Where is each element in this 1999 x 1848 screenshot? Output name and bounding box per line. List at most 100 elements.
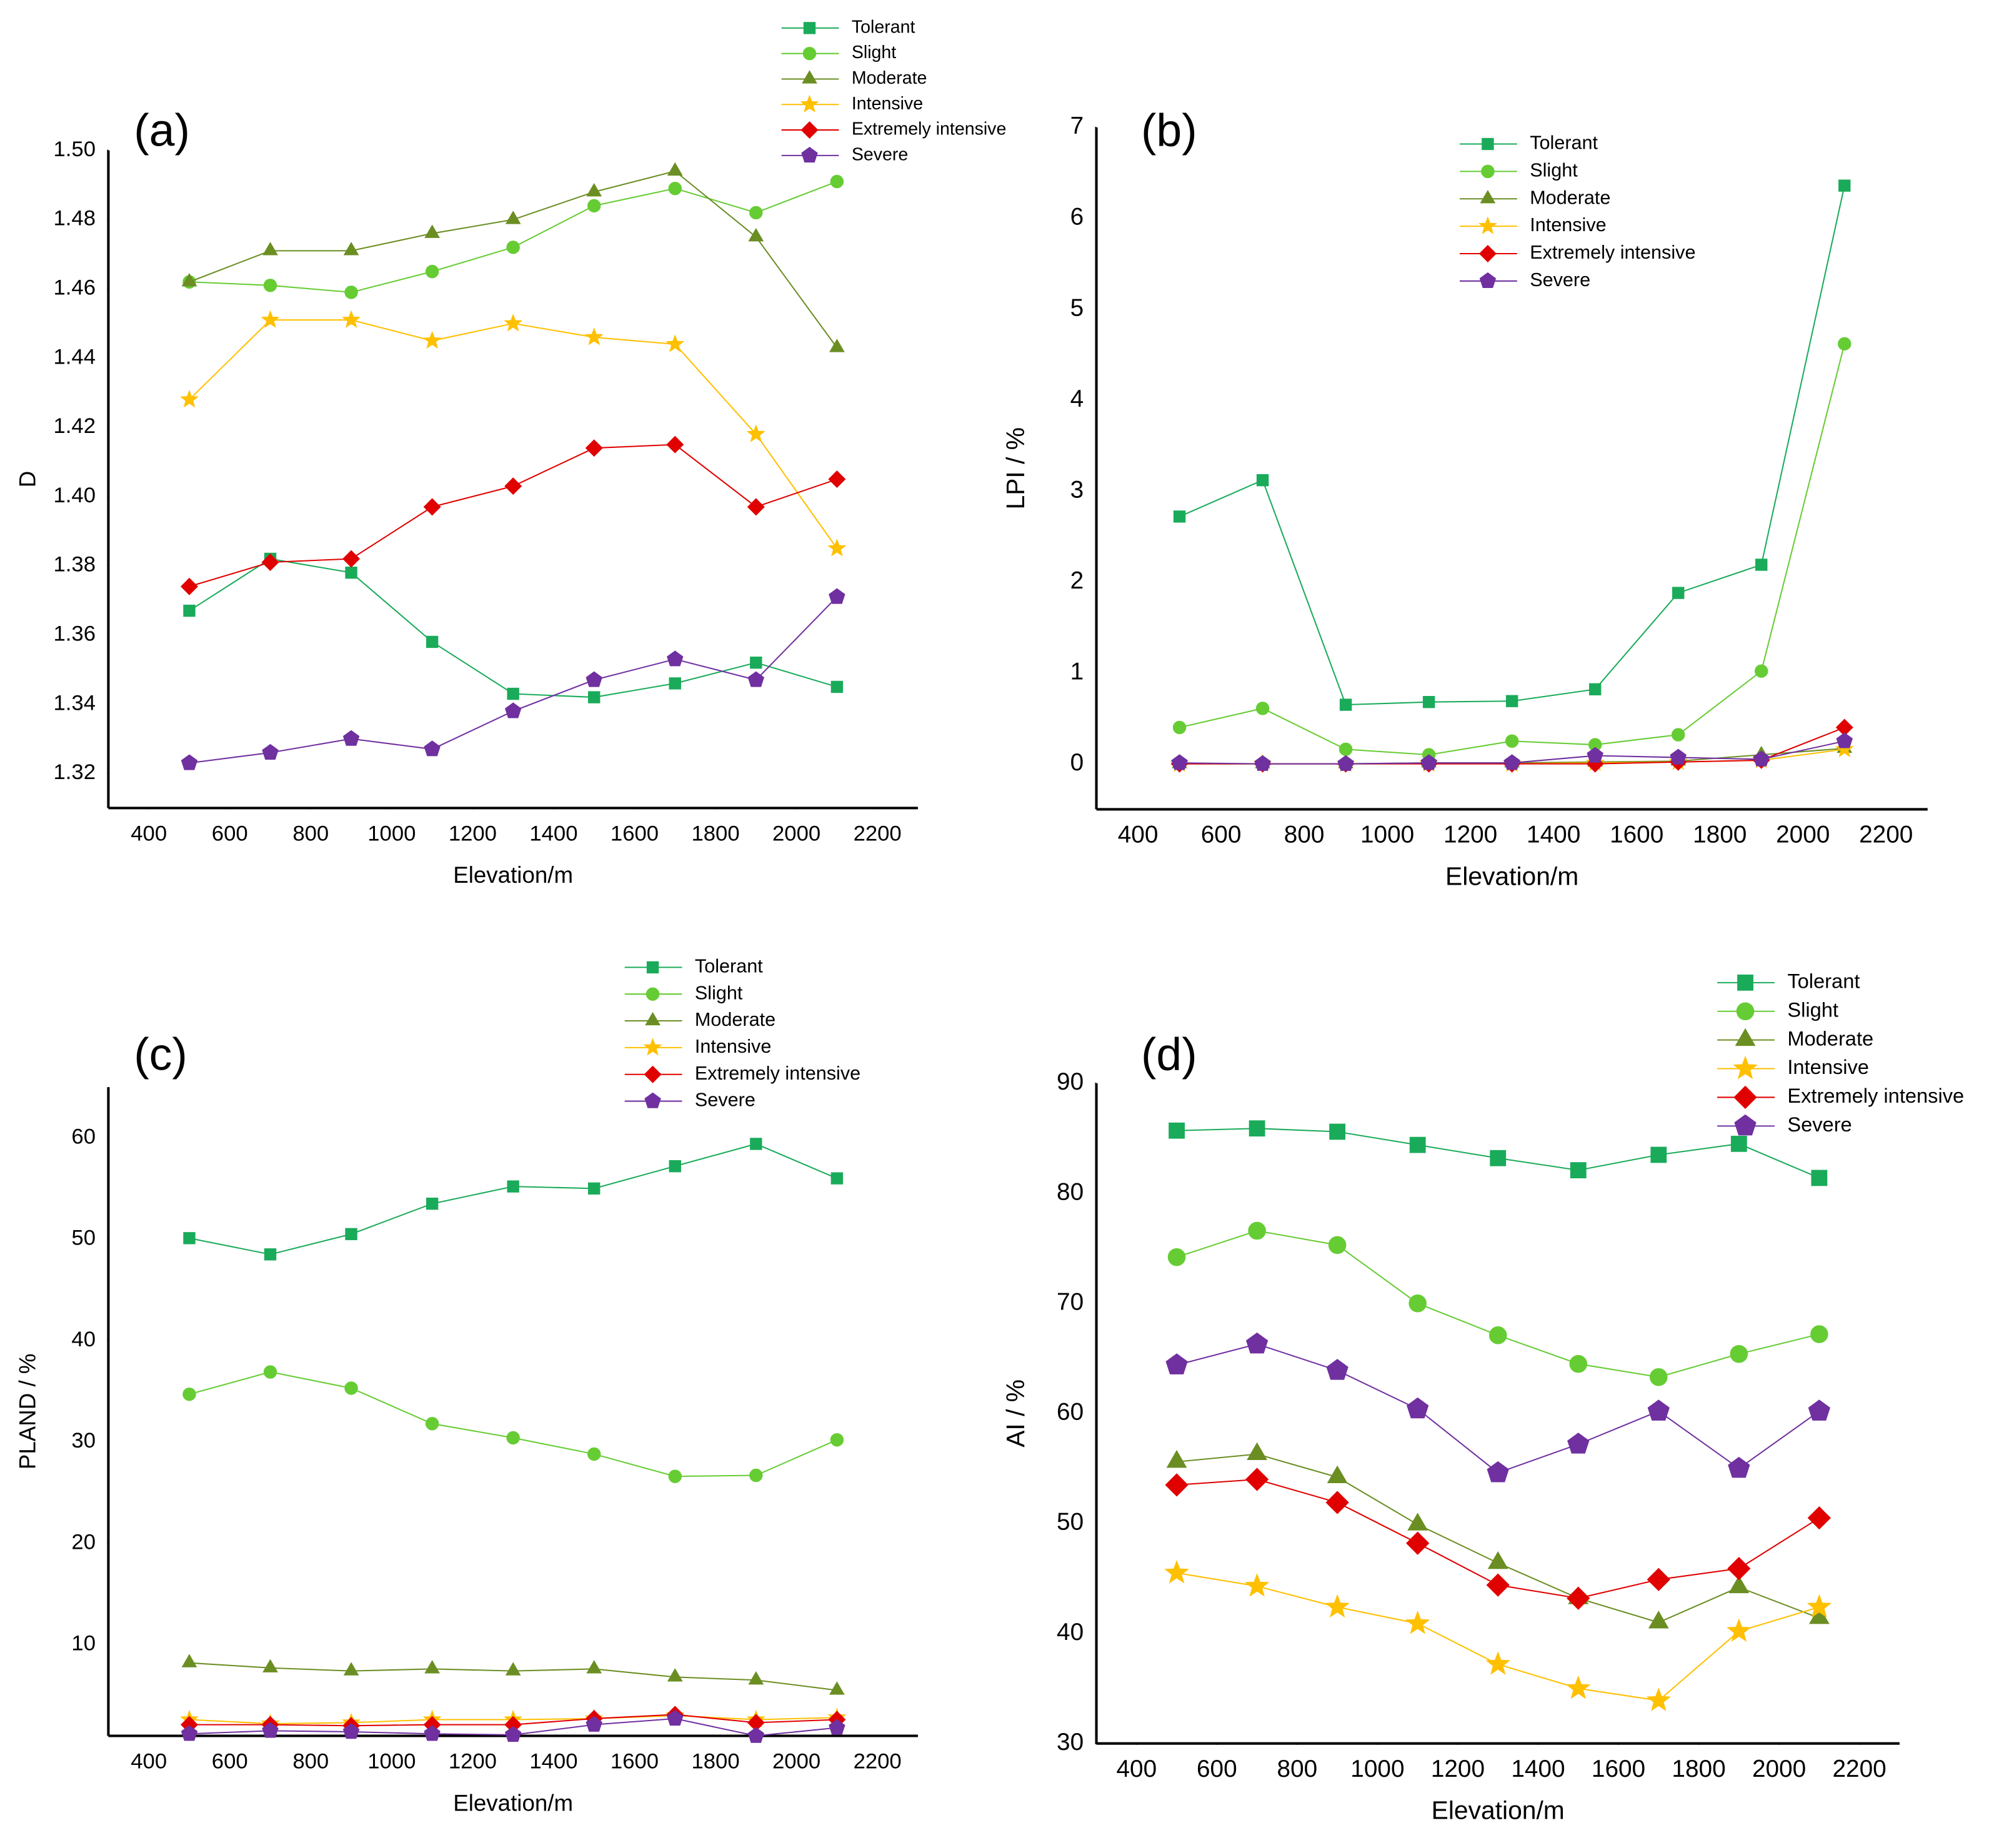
legend-marker <box>802 46 817 61</box>
y-tick-label: 6 <box>1070 204 1084 231</box>
legend-marker <box>800 121 819 139</box>
marker-pentagon <box>1753 750 1770 767</box>
legend-marker <box>1735 1028 1756 1046</box>
marker-circle <box>1810 1325 1828 1343</box>
marker-star <box>1244 1573 1270 1597</box>
legend-marker <box>1478 216 1497 234</box>
marker-triangle <box>505 211 521 224</box>
marker-star <box>1566 1675 1591 1699</box>
legend-label: Intensive <box>1787 1055 1869 1078</box>
marker-pentagon <box>1254 755 1271 771</box>
marker-diamond <box>1325 1491 1349 1514</box>
x-tick-label: 400 <box>1116 1756 1157 1782</box>
legend-label: Extremely intensive <box>1787 1084 1964 1107</box>
marker-square <box>1409 1136 1426 1153</box>
legend-label: Extremely intensive <box>1530 242 1695 263</box>
x-tick-label: 400 <box>1118 821 1159 848</box>
marker-triangle <box>262 1659 278 1672</box>
marker-diamond <box>747 498 765 516</box>
series-line <box>189 319 838 549</box>
marker-circle <box>668 181 682 196</box>
marker-square <box>507 1180 519 1193</box>
marker-pentagon <box>1503 754 1520 770</box>
x-axis-title: Elevation/m <box>1445 862 1578 890</box>
marker-star <box>179 389 199 408</box>
marker-pentagon <box>1171 754 1188 770</box>
series-line <box>189 1143 837 1255</box>
marker-square <box>1329 1123 1346 1140</box>
y-tick-label: 1.40 <box>54 484 96 507</box>
x-tick-label: 400 <box>131 1749 167 1773</box>
series-line <box>189 596 838 764</box>
legend-label: Intensive <box>852 94 923 114</box>
legend-label: Tolerant <box>695 955 763 976</box>
marker-circle <box>1338 742 1353 757</box>
marker-circle <box>830 174 844 189</box>
series-line <box>189 1371 837 1478</box>
y-tick-label: 70 <box>1057 1288 1084 1315</box>
marker-pentagon <box>1337 755 1354 771</box>
marker-pentagon <box>181 754 198 770</box>
y-tick-label: 50 <box>1057 1509 1084 1536</box>
marker-circle <box>1488 1326 1507 1344</box>
legend-label: Slight <box>852 42 896 62</box>
y-tick-label: 60 <box>71 1125 96 1148</box>
marker-square <box>183 604 196 617</box>
y-axis-title: PLAND / % <box>15 1353 41 1469</box>
marker-triangle <box>262 242 278 256</box>
marker-circle <box>344 1381 358 1395</box>
marker-pentagon <box>1165 1353 1188 1374</box>
marker-square <box>830 1172 844 1185</box>
marker-diamond <box>261 554 279 571</box>
legend-label: Intensive <box>695 1036 771 1057</box>
legend-marker <box>1733 1085 1757 1110</box>
legend-marker <box>1478 244 1497 262</box>
marker-circle <box>1838 337 1852 351</box>
y-tick-label: 40 <box>1057 1619 1084 1646</box>
y-tick-label: 5 <box>1070 294 1084 321</box>
marker-diamond <box>1807 1506 1831 1530</box>
chart-panel: 30 40 50 60 70 80 90 400 600 800 1000 1200 1400 1600 1… <box>1001 969 1964 1824</box>
marker-star <box>584 327 604 345</box>
x-tick-label: 800 <box>292 822 329 845</box>
legend-marker <box>1482 137 1494 151</box>
y-tick-label: 40 <box>71 1328 96 1351</box>
marker-circle <box>830 1433 844 1447</box>
y-tick-label: 60 <box>1057 1399 1084 1426</box>
marker-star <box>1485 1651 1510 1675</box>
marker-square <box>507 687 519 700</box>
marker-square <box>345 1228 357 1241</box>
x-tick-label: 1000 <box>367 822 416 845</box>
legend-marker <box>643 1038 662 1056</box>
marker-circle <box>587 1447 601 1461</box>
legend-marker <box>644 1092 661 1108</box>
marker-square <box>1256 474 1269 487</box>
x-tick-label: 2200 <box>1859 821 1913 848</box>
x-tick-label: 2000 <box>1776 821 1830 848</box>
legend-marker <box>1737 974 1753 991</box>
y-axis-title: D <box>15 471 41 488</box>
legend-label: Tolerant <box>1787 969 1860 992</box>
marker-pentagon <box>747 1727 765 1743</box>
legend-label: Moderate <box>1530 187 1610 208</box>
marker-circle <box>1730 1344 1748 1363</box>
marker-pentagon <box>829 1719 845 1735</box>
marker-star <box>504 313 523 332</box>
marker-triangle <box>586 182 602 197</box>
x-tick-label: 1800 <box>1693 821 1747 848</box>
marker-triangle <box>748 1671 764 1685</box>
marker-triangle <box>424 1660 440 1674</box>
legend-marker <box>1480 189 1496 204</box>
legend-label: Extremely intensive <box>852 119 1007 139</box>
x-tick-label: 1600 <box>611 1749 659 1773</box>
marker-pentagon <box>424 1725 441 1741</box>
marker-circle <box>182 1388 196 1401</box>
x-tick-label: 2200 <box>854 1749 902 1773</box>
marker-triangle <box>343 1662 359 1676</box>
legend-marker <box>803 22 816 34</box>
marker-square <box>1339 698 1352 711</box>
marker-triangle <box>181 272 197 287</box>
legend-label: Slight <box>1530 159 1578 181</box>
marker-circle <box>263 279 277 292</box>
